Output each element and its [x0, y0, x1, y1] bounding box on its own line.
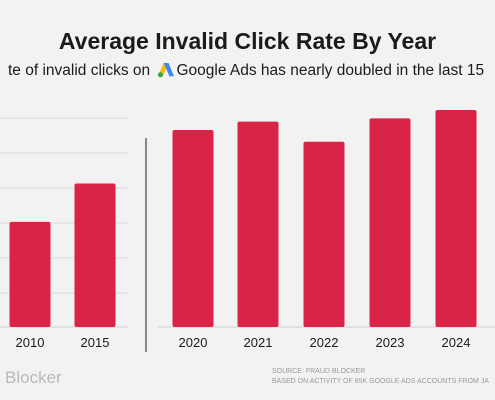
source-note: SOURCE: FRAUD BLOCKER BASED ON ACTIVITY …	[272, 367, 489, 387]
bar-2022	[303, 141, 345, 327]
bar-2020	[172, 130, 214, 327]
x-tick-label-2023: 2023	[376, 335, 405, 350]
bar-2024	[435, 110, 477, 327]
google-ads-icon	[158, 63, 175, 78]
subtitle-text-before: te of invalid clicks on	[8, 62, 151, 79]
chart-subtitle: te of invalid clicks on Google Ads has n…	[8, 62, 484, 80]
x-tick-label-2020: 2020	[179, 335, 208, 350]
x-tick-label-2024: 2024	[442, 335, 471, 350]
source-line-2: BASED ON ACTIVITY OF 85K GOOGLE ADS ACCO…	[272, 378, 489, 385]
bar-2023	[369, 118, 411, 327]
subtitle-text-after: Google Ads has nearly doubled in the las…	[176, 62, 485, 79]
x-tick-label-2022: 2022	[310, 335, 339, 350]
bar-2021	[237, 121, 279, 327]
bar-2010	[9, 221, 51, 327]
x-tick-label-2010: 2010	[16, 335, 45, 350]
chart-title: Average Invalid Click Rate By Year	[58, 28, 437, 54]
x-tick-label-2021: 2021	[244, 335, 273, 350]
x-tick-label-2015: 2015	[81, 335, 110, 350]
source-line-1: SOURCE: FRAUD BLOCKER	[272, 368, 366, 375]
brand-name: Blocker	[5, 368, 62, 387]
bar-2015	[74, 183, 116, 327]
